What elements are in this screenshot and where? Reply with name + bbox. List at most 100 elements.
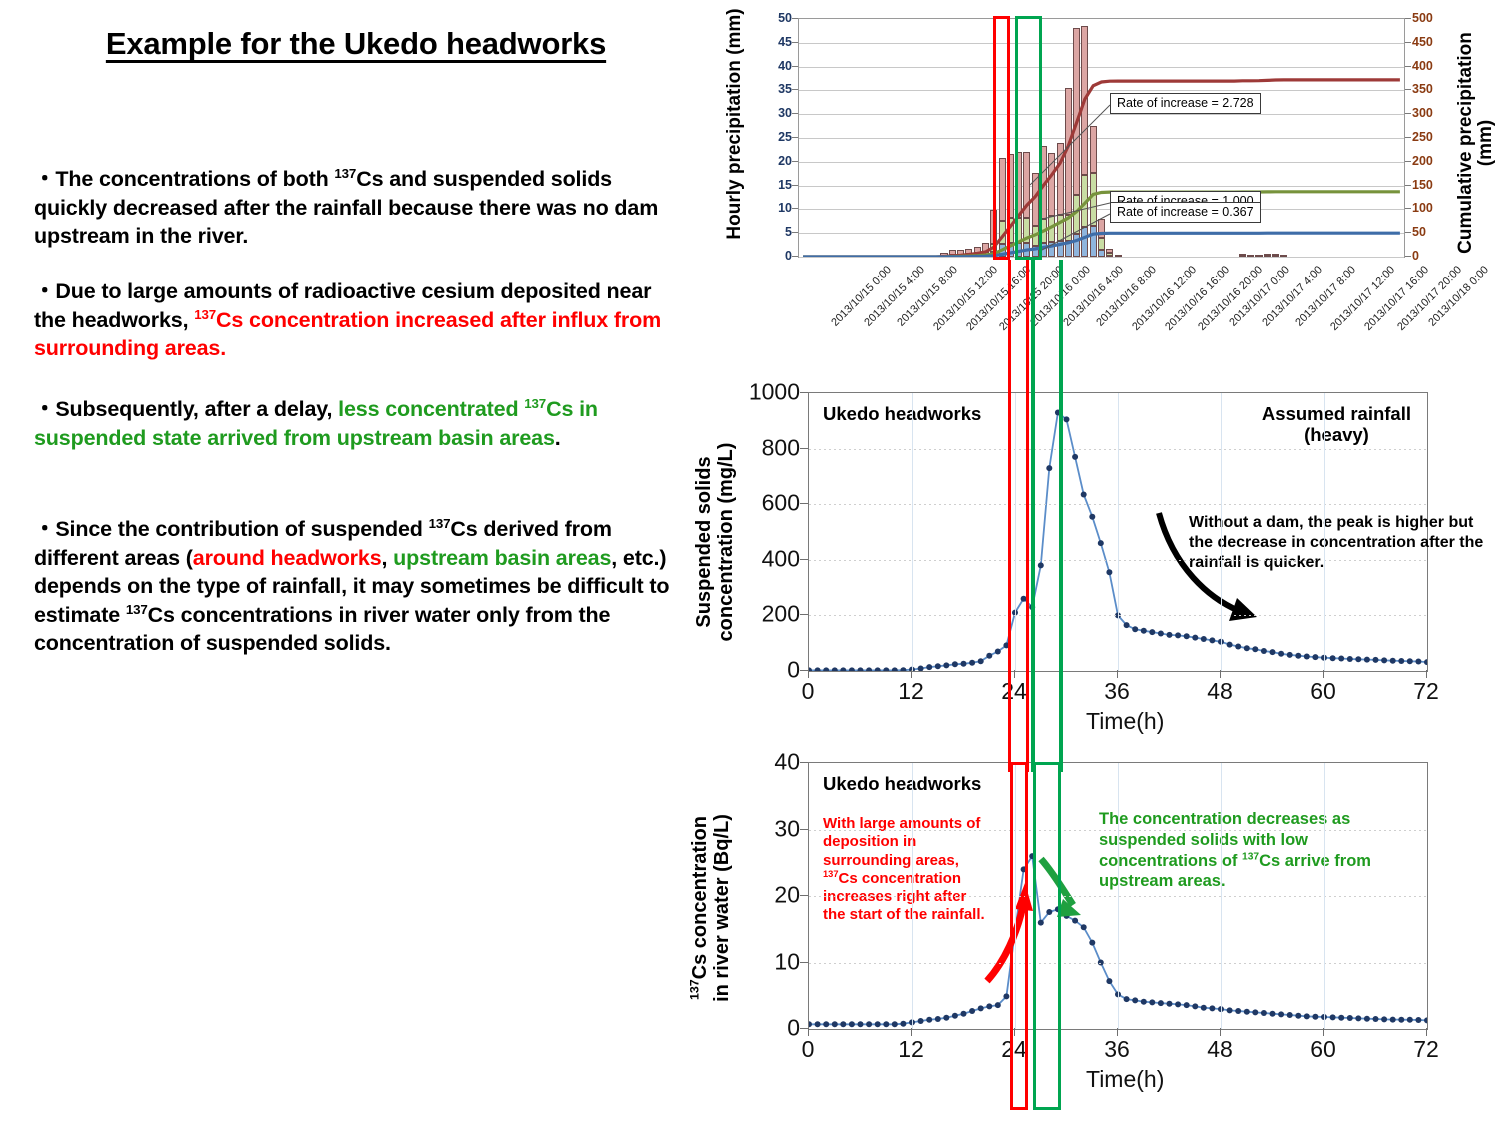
cs-marker: [1355, 1015, 1362, 1022]
bullet-4-seg-1: 137: [428, 515, 451, 531]
ss-marker: [1381, 657, 1388, 664]
green-connector2-left: [1031, 692, 1035, 772]
ss-marker: [1243, 645, 1250, 652]
ss-y-tickmark: [800, 670, 808, 671]
ss-marker: [1003, 642, 1010, 649]
cs-marker: [1295, 1012, 1302, 1019]
bullet-4-seg-2: Cs derived from different areas (: [34, 517, 612, 570]
precip-y2-tickmark: [1405, 137, 1411, 138]
cs-marker: [951, 1012, 958, 1019]
cs-marker: [1157, 1000, 1164, 1007]
ss-x-axis-label: Time(h): [1086, 708, 1165, 734]
precip-y2-tick: 200: [1412, 153, 1433, 168]
bullet-3-seg-1: less concentrated: [338, 397, 525, 421]
cs-marker: [1312, 1013, 1319, 1020]
cs-marker: [1003, 993, 1010, 1000]
precip-y-tick: 40: [778, 58, 792, 73]
precip-y-tickmark: [792, 232, 798, 234]
cs-y-tickmark: [800, 895, 808, 896]
bullet-4-seg-7: 137: [125, 601, 148, 617]
ss-marker: [1157, 630, 1164, 637]
precip-gridline: [799, 90, 1404, 92]
cs-site-label: Ukedo headworks: [823, 773, 982, 794]
precip-y2-tickmark: [1405, 113, 1411, 115]
ss-marker: [874, 667, 881, 671]
cs-marker: [1260, 1010, 1267, 1016]
cs-marker: [1029, 853, 1036, 860]
ss-marker: [1037, 562, 1044, 569]
green-connector-left: [1031, 260, 1035, 398]
cs-marker: [1381, 1016, 1388, 1023]
ss-x-tick: 0: [801, 678, 815, 704]
cs-marker: [986, 1003, 993, 1010]
precip-y-tick: 30: [778, 106, 792, 121]
gridline-v: [1118, 393, 1119, 671]
gridline-v: [1324, 763, 1325, 1029]
bullet-3-seg-3: Cs in suspended state arrived from upstr…: [34, 397, 598, 450]
ss-y-tickmark: [800, 447, 808, 449]
cs-x-tickmark: [1426, 1028, 1427, 1036]
ss-marker: [1269, 649, 1276, 656]
cs-marker: [926, 1016, 933, 1023]
cs-marker: [848, 1021, 855, 1028]
green-line-ss-left: [1031, 392, 1035, 692]
precip-bar-green: [1106, 253, 1114, 256]
cs-marker: [1415, 1017, 1422, 1023]
precip-y2-tick: 400: [1412, 58, 1433, 73]
page-title: Example for the Ukedo headworks: [105, 26, 607, 61]
ss-marker: [891, 667, 898, 671]
cs-marker: [883, 1021, 890, 1028]
ss-y-tick: 600: [761, 489, 800, 516]
ss-marker: [1063, 416, 1070, 423]
cs-y-axis-label: 137Cs concentration in river water (Bq/L): [687, 814, 733, 1002]
ss-marker: [1046, 465, 1053, 472]
ss-marker: [1020, 595, 1027, 602]
precip-y-tickmark: [792, 89, 798, 91]
gridline-v: [1015, 393, 1016, 671]
ss-marker: [1192, 634, 1199, 641]
bullet-4-seg-8: Cs concentrations in river water only fr…: [34, 602, 611, 656]
precip-bar-red: [1255, 255, 1263, 257]
precip-y2-tickmark: [1405, 18, 1411, 19]
ss-y-tickmark: [800, 392, 808, 393]
cs-marker: [814, 1021, 821, 1028]
cs-marker: [1286, 1012, 1293, 1018]
cs-y-tick: 40: [774, 748, 800, 775]
ss-x-tick: 12: [898, 678, 924, 704]
ss-marker: [1389, 657, 1396, 664]
cs-marker: [823, 1021, 830, 1028]
cs-x-tick: 60: [1310, 1036, 1336, 1062]
green-connector2-right: [1059, 692, 1063, 772]
cs-marker: [1140, 998, 1147, 1005]
bullet-4-seg-6: , etc.) depends on the type of rainfall,…: [34, 545, 670, 627]
ss-marker: [1355, 656, 1362, 663]
cs-marker: [1166, 1000, 1173, 1007]
precip-callout: Rate of increase = 2.728: [1110, 93, 1261, 114]
ss-y-tick: 200: [761, 600, 800, 627]
ss-marker: [1097, 540, 1104, 547]
ss-x-tickmark: [1014, 670, 1015, 678]
precip-y2-tickmark: [1405, 232, 1411, 234]
cs-marker: [1226, 1007, 1233, 1014]
ss-x-tickmark: [1220, 670, 1221, 678]
ss-marker: [926, 664, 933, 671]
green-line-ss-right: [1059, 392, 1063, 692]
ss-marker: [814, 667, 821, 671]
ss-x-tick: 72: [1413, 678, 1439, 704]
precip-bar-green: [1023, 218, 1031, 243]
precip-bar-red: [1238, 254, 1246, 257]
precip-y-tickmark: [792, 18, 798, 19]
precipitation-chart: Hourly precipitation (mm) Cumulative pre…: [690, 0, 1508, 368]
ss-x-tickmark: [808, 670, 809, 678]
green-connector-right: [1059, 260, 1063, 398]
cs-x-tickmark: [1117, 1028, 1118, 1036]
cs-marker: [1149, 999, 1156, 1006]
precip-gridline: [799, 42, 1404, 44]
precip-y2-tickmark: [1405, 41, 1411, 43]
ss-marker: [1166, 631, 1173, 638]
red-line-ss-right: [1025, 392, 1030, 692]
precip-plot-area: [798, 18, 1405, 258]
cs-marker: [809, 1021, 812, 1028]
cs-marker: [1054, 906, 1061, 913]
cs-marker: [1072, 917, 1079, 924]
